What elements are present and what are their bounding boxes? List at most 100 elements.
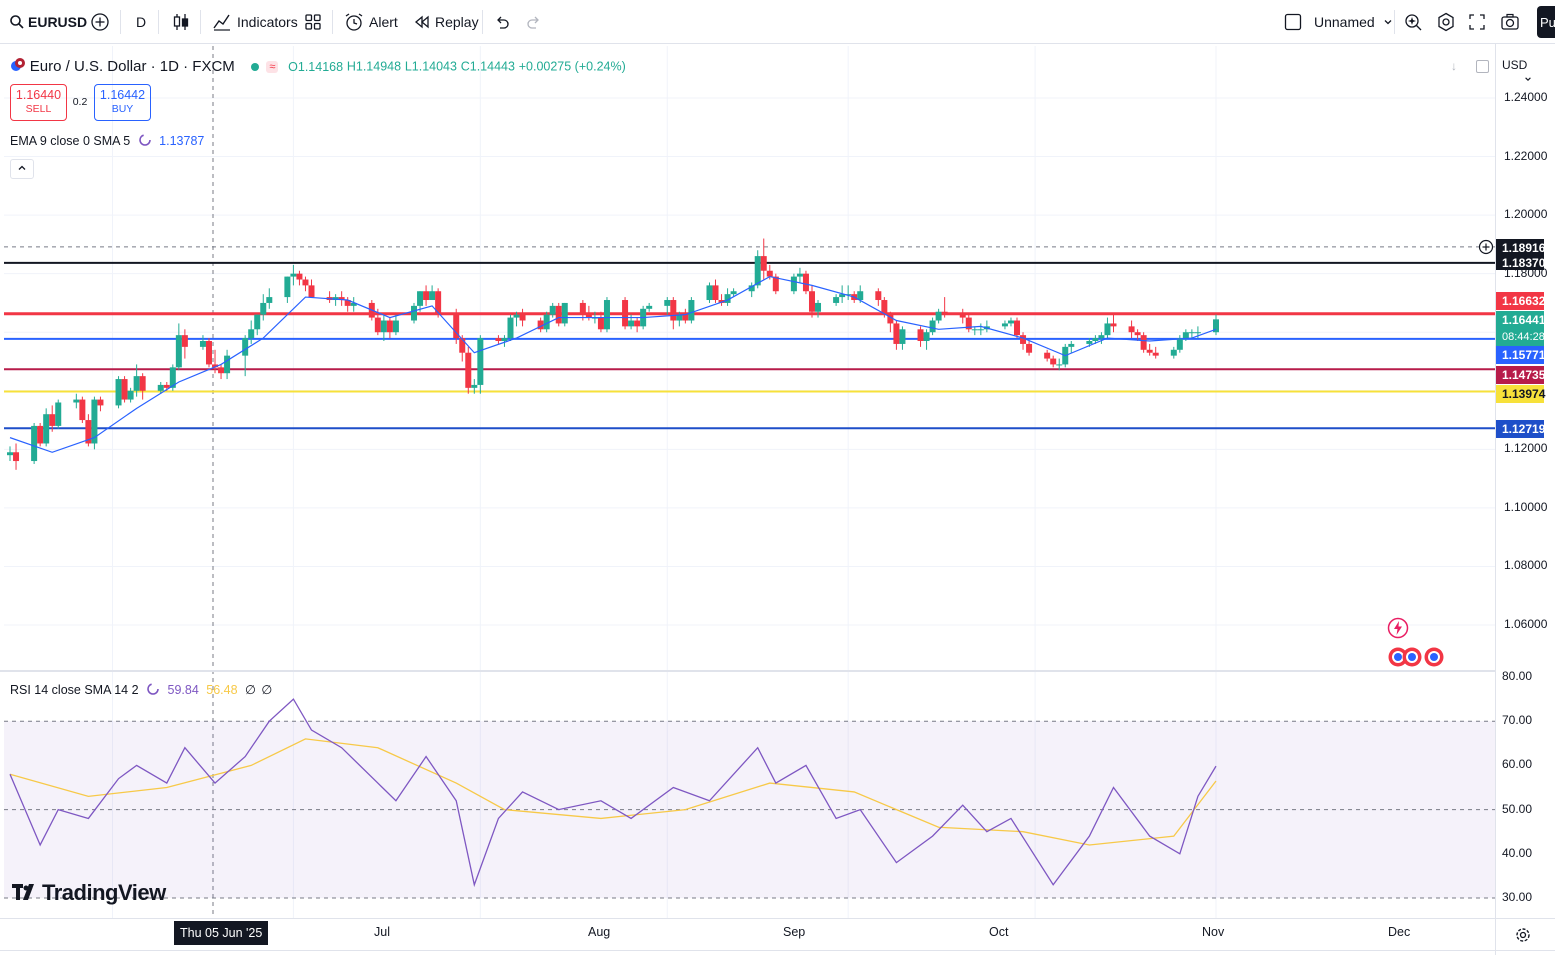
candle-body — [121, 379, 128, 400]
rsi-sma-value: 56.48 — [206, 683, 238, 697]
settings-button[interactable] — [1436, 0, 1456, 44]
chart-type-button[interactable] — [172, 0, 190, 44]
candle-body — [296, 273, 303, 280]
candle-body — [429, 291, 436, 301]
candle-body — [893, 323, 900, 344]
candle-body — [1176, 338, 1183, 350]
candle-body — [839, 294, 846, 298]
indicators-button[interactable]: Indicators — [212, 0, 298, 44]
candle-body — [73, 399, 80, 403]
currency-label: USD — [1502, 58, 1528, 72]
candles — [7, 238, 1219, 470]
candle-body — [730, 291, 737, 295]
search-icon — [10, 15, 24, 29]
candle-body — [1182, 332, 1189, 339]
gear-icon — [1515, 928, 1531, 947]
candle-body — [790, 276, 797, 292]
candle-body — [561, 302, 568, 324]
add-alert-icon[interactable] — [1478, 239, 1494, 255]
sell-button[interactable]: 1.16440 SELL — [10, 84, 67, 121]
compare-symbol-button[interactable] — [90, 0, 110, 44]
templates-button[interactable] — [304, 0, 322, 44]
candle-body — [646, 305, 653, 309]
candle-body — [543, 314, 550, 330]
currency-selector[interactable]: USD — [1502, 58, 1555, 86]
ema-label: EMA 9 close 0 SMA 5 — [10, 133, 131, 148]
snapshot-button[interactable] — [1500, 0, 1520, 44]
toolbar-divider — [332, 10, 333, 34]
candle-body — [139, 376, 146, 391]
quick-search-button[interactable] — [1403, 0, 1423, 44]
candle-body — [887, 314, 894, 324]
lightning-event-icon[interactable] — [1387, 617, 1409, 639]
data-problem-icon[interactable]: ≈ — [266, 60, 279, 73]
candle-body — [260, 302, 267, 315]
candle-body — [1068, 343, 1075, 347]
collapse-legend-button[interactable] — [10, 159, 34, 179]
price-tick-label: 1.08000 — [1504, 558, 1548, 573]
candle-body — [1092, 338, 1099, 342]
candle-body — [380, 320, 387, 333]
candle-body — [7, 452, 13, 456]
candle-body — [664, 300, 671, 306]
price-tick-label: 1.10000 — [1504, 499, 1548, 514]
candle-body — [1026, 343, 1033, 353]
candle-body — [205, 341, 212, 365]
candle-body — [585, 314, 592, 318]
economic-events-icon[interactable] — [1387, 646, 1447, 668]
replay-label: Replay — [435, 14, 479, 30]
fullscreen-button[interactable] — [1468, 0, 1486, 44]
rsi-legend[interactable]: RSI 14 close SMA 14 2 59.84 56.48 ∅ ∅ — [10, 682, 272, 699]
candle-body — [163, 384, 170, 388]
time-tick-label: Aug — [588, 925, 611, 939]
candle-body — [91, 399, 98, 444]
undo-button[interactable] — [494, 0, 510, 44]
candle-body — [43, 414, 50, 444]
price-tick-label: 1.12000 — [1504, 441, 1548, 456]
candle-body — [133, 376, 140, 391]
pane-maximize-icon[interactable] — [1476, 60, 1489, 73]
candle-body — [290, 273, 297, 277]
candle-body — [175, 335, 182, 368]
candle-body — [1140, 335, 1147, 350]
price-level-label: 1.18370 — [1496, 256, 1545, 270]
chart-settings-button[interactable] — [1515, 927, 1531, 943]
top-toolbar: EURUSD D Indicators Alert Re — [0, 0, 1555, 44]
search-sparkle-icon — [1403, 12, 1423, 32]
publish-button[interactable]: Pu — [1537, 6, 1555, 38]
ohlc-high: H1.14948 — [346, 59, 402, 74]
interval-button[interactable]: D — [136, 0, 146, 44]
candle-body — [706, 285, 713, 301]
candle-body — [941, 311, 948, 315]
grid — [0, 46, 1495, 918]
candle-body — [332, 297, 339, 301]
fullscreen-icon — [1468, 13, 1486, 31]
redo-button[interactable] — [526, 0, 542, 44]
candle-body — [881, 300, 888, 315]
ema-line — [9, 275, 1217, 453]
layout-button[interactable]: Unnamed — [1284, 0, 1393, 44]
rsi-tick-label: 50.00 — [1502, 801, 1533, 816]
alert-button[interactable]: Alert — [344, 0, 398, 44]
candle-body — [477, 338, 484, 385]
undo-icon — [494, 14, 510, 30]
buy-button[interactable]: 1.16442 BUY — [94, 84, 151, 121]
symbol-title: Euro / U.S. Dollar · 1D · FXCM — [29, 58, 235, 75]
currency-flags-icon — [10, 57, 26, 76]
horizontal-lines — [4, 246, 1495, 430]
symbol-search-button[interactable]: EURUSD — [10, 0, 87, 44]
tradingview-logo[interactable]: TradingView — [12, 880, 166, 906]
candle-body — [218, 367, 225, 374]
candle-body — [634, 320, 641, 327]
price-level-label: 08:44:28 — [1496, 328, 1545, 346]
pane-arrow-down-icon[interactable]: ↓ — [1451, 59, 1457, 73]
ema-legend[interactable]: EMA 9 close 0 SMA 5 1.13787 — [10, 133, 204, 150]
replay-button[interactable]: Replay — [414, 0, 479, 44]
logo-text: TradingView — [42, 880, 166, 905]
chart-frame — [0, 44, 1555, 955]
grid-icon — [304, 13, 322, 31]
candle-body — [628, 320, 635, 327]
candle-body — [1194, 332, 1201, 334]
price-level-label: 1.12719 — [1496, 420, 1545, 438]
